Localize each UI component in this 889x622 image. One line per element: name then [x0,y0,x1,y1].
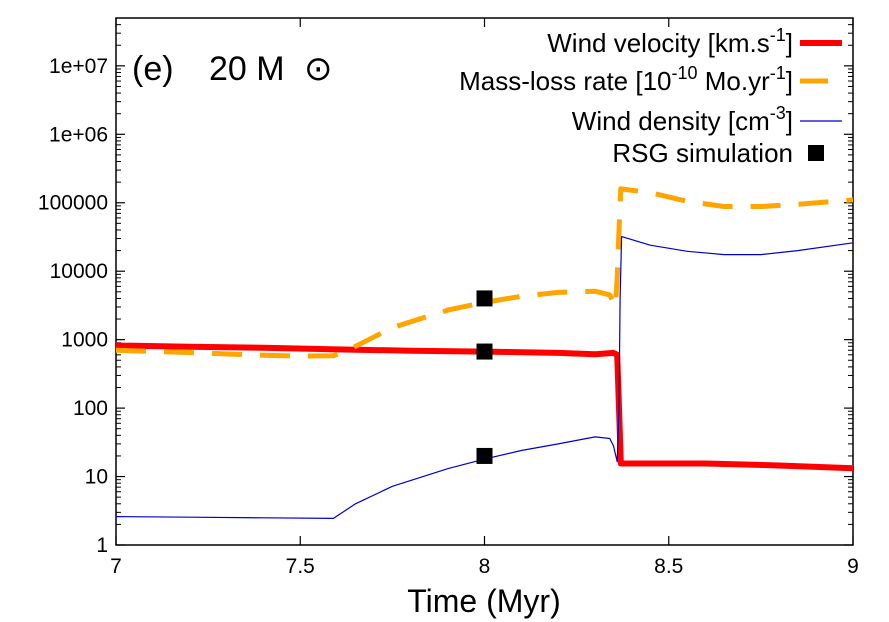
y-tick-label: 100000 [38,192,108,215]
panel-label-group: (e) 20 M ⊙ [132,50,333,88]
x-tick-label: 8 [479,555,491,578]
y-tick-label: 100 [73,397,108,420]
x-tick-label: 7.5 [286,555,315,578]
panel-sun-symbol: ⊙ [304,50,333,88]
rsg-simulation-marker [476,343,493,360]
legend-label: Wind velocity [km.s-1] [547,25,793,58]
legend: Wind velocity [km.s-1] Mass-loss rate [10… [459,25,842,168]
y-tick-label: 10 [85,466,108,489]
series-line-2 [116,236,853,519]
x-tick-label: 7 [110,555,122,578]
panel-label: (e) [132,50,174,88]
y-tick-label: 1e+06 [49,123,108,146]
legend-label: RSG simulation [612,138,793,168]
legend-swatch-rsg [808,145,824,161]
y-tick-label: 1 [96,534,108,557]
y-tick-label: 10000 [50,260,108,283]
x-tick-label: 9 [847,555,859,578]
series-line-0 [116,342,853,472]
x-tick-label: 8.5 [654,555,683,578]
y-axis: 1 10 100 1000 10000 100000 1e+06 1e+07 [38,17,853,557]
legend-label: Wind density [cm-3] [572,103,793,136]
legend-label: Mass-loss rate [10-10 Mo.yr-1] [459,63,793,96]
rsg-simulation-marker [476,290,493,307]
series-line-1 [116,186,853,359]
marker-layer [476,290,493,464]
x-axis-label: Time (Myr) [407,583,560,619]
series-layer [116,186,853,519]
y-tick-label: 1e+07 [49,55,108,78]
x-axis: 7 7.5 8 8.5 9 [110,18,859,578]
panel-mass: 20 M [209,50,285,88]
rsg-simulation-marker [476,447,493,464]
y-tick-label: 1000 [61,329,108,352]
